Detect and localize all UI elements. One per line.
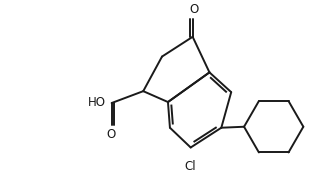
Text: Cl: Cl: [184, 160, 195, 173]
Text: HO: HO: [88, 95, 106, 108]
Text: O: O: [189, 3, 198, 16]
Text: O: O: [106, 128, 115, 141]
